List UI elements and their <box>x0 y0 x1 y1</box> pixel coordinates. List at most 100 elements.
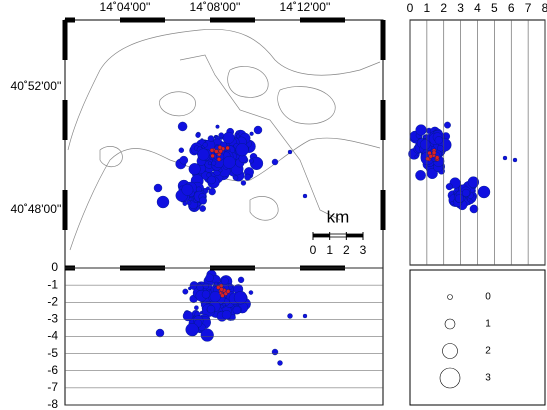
event <box>199 196 207 205</box>
event <box>287 149 293 155</box>
scale-unit: km <box>327 207 350 226</box>
depth-tick-label: -2 <box>47 294 58 308</box>
event <box>219 287 224 292</box>
depth-tick-label: -5 <box>47 346 58 360</box>
lat-label: 40˚52'00'' <box>11 79 62 93</box>
event <box>233 291 248 305</box>
event <box>155 328 165 338</box>
event <box>248 158 254 164</box>
event <box>186 200 192 206</box>
event <box>202 142 208 148</box>
depth-tick-label: 3 <box>457 1 464 15</box>
event <box>253 125 263 135</box>
event <box>207 135 215 142</box>
event <box>225 145 230 151</box>
depth-tick-label: -3 <box>47 312 58 326</box>
event <box>467 176 480 188</box>
event <box>178 147 185 153</box>
event <box>271 158 279 166</box>
event <box>232 305 241 315</box>
event <box>199 205 206 212</box>
event <box>302 313 308 319</box>
event <box>195 132 201 138</box>
depth-tick-label: -6 <box>47 363 58 377</box>
depth-tick-label: 2 <box>440 1 447 15</box>
event <box>415 170 426 181</box>
event <box>177 121 188 132</box>
event <box>512 157 518 163</box>
event <box>205 273 214 283</box>
road-outline <box>179 54 341 221</box>
event <box>450 201 455 206</box>
depth-tick-label: 0 <box>407 1 414 15</box>
legend-panel <box>409 269 546 406</box>
event <box>244 173 251 181</box>
crater-outline <box>99 146 123 168</box>
event <box>196 283 204 291</box>
event <box>181 183 194 196</box>
depth-tick-label: -1 <box>47 277 58 291</box>
event <box>277 360 283 366</box>
event <box>217 145 223 150</box>
lon-label: 14˚04'00'' <box>100 0 151 14</box>
event <box>207 161 212 166</box>
event <box>182 310 194 322</box>
event <box>415 124 427 136</box>
scale-label: 2 <box>343 243 350 257</box>
event <box>182 201 188 206</box>
event <box>206 186 210 191</box>
event <box>209 291 221 303</box>
event <box>425 156 430 161</box>
legend-symbol <box>444 318 456 330</box>
event <box>469 204 479 214</box>
depth-tick-label: 5 <box>491 1 498 15</box>
legend-symbol <box>442 343 458 359</box>
crater-outline <box>159 91 196 117</box>
lat-label: 40˚48'00'' <box>11 202 62 216</box>
event <box>287 313 293 319</box>
legend-label: 1 <box>485 319 491 330</box>
depth-tick-label: 6 <box>508 1 515 15</box>
depth-tick-label: -4 <box>47 329 58 343</box>
scale-label: 3 <box>360 243 367 257</box>
coastline <box>67 28 381 151</box>
event <box>156 195 170 209</box>
depth-tick-label: 1 <box>424 1 431 15</box>
lon-label: 14˚08'00'' <box>190 0 241 14</box>
depth-tick-label: 0 <box>51 260 58 274</box>
event <box>237 276 245 284</box>
legend-label: 2 <box>485 346 491 357</box>
event <box>210 153 215 159</box>
latitude-section-panel <box>408 19 546 266</box>
event <box>444 121 451 129</box>
depth-tick-label: 7 <box>525 1 532 15</box>
event <box>208 187 216 196</box>
event <box>221 310 232 320</box>
event <box>235 143 249 157</box>
crater-outline <box>249 196 279 221</box>
event <box>249 131 254 136</box>
event <box>235 134 240 139</box>
event <box>201 290 211 299</box>
legend-label: 0 <box>485 292 491 303</box>
event <box>414 154 419 159</box>
legend-label: 3 <box>485 373 491 384</box>
event <box>422 134 427 139</box>
event <box>248 290 254 295</box>
legend-symbol <box>447 294 453 300</box>
event <box>153 183 163 193</box>
event <box>502 155 508 161</box>
event <box>477 185 491 199</box>
event <box>222 302 226 307</box>
event <box>216 157 222 162</box>
event <box>431 150 437 155</box>
event <box>434 136 443 145</box>
legend-frame <box>409 269 546 406</box>
event <box>302 193 308 199</box>
event <box>222 155 236 169</box>
depth-tick-label: -7 <box>47 380 58 394</box>
event <box>225 289 231 294</box>
event <box>455 194 465 203</box>
event <box>220 277 229 285</box>
